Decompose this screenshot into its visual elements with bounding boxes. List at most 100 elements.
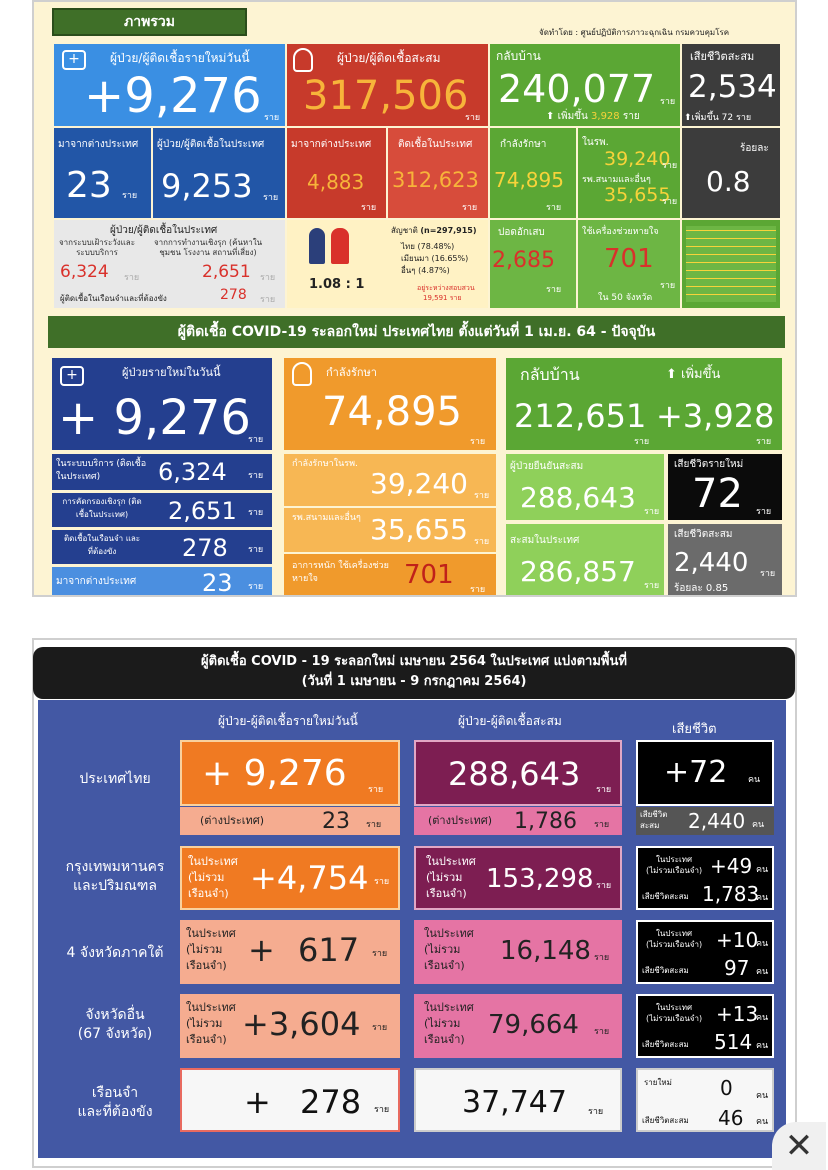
col-header-death: เสียชีวิต (672, 722, 717, 737)
mid-treat-value: 74,895 (322, 389, 462, 435)
field-hospital-label: รพ.สนามและอื่นๆ (582, 175, 651, 185)
cumulative-label: ผู้ป่วย/ผู้ติดเชื้อสะสม (337, 51, 441, 65)
unit: คน (748, 775, 761, 785)
regional-title-line1: ผู้ติดเชื้อ COVID - 19 ระลอกใหม่ เมษายน … (201, 654, 627, 669)
prison-new-box: + 278 ราย (180, 1068, 400, 1132)
nationality-myanmar: เมียนมา (16.65%) (401, 254, 469, 263)
local-excl-label: ในประเทศ (ไม่รวม เรือนจำ) (186, 1001, 236, 1046)
other-death-box: ในประเทศ (ไม่รวมเรือนจำ) +13 คน เสียชีวิต… (636, 994, 774, 1058)
mid-prison-label: ติดเชื้อในเรือนจำ และที่ต้องขัง (63, 534, 141, 556)
unit: ราย (263, 193, 279, 203)
unit: ราย (756, 437, 772, 447)
local-excl-short: ในประเทศ (ไม่รวมเรือนจำ) (646, 929, 703, 949)
unit: ราย (662, 161, 678, 171)
imported-cum-label: มาจากต่างประเทศ (291, 139, 372, 150)
gender-ratio: 1.08 : 1 (309, 277, 365, 292)
prison-label: ผู้ติดเชื้อในเรือนจำและที่ต้องขัง (60, 294, 167, 303)
province-list-card (682, 220, 780, 308)
bkk-cumdeath-value: 1,783 (702, 882, 760, 906)
mid-hosp-label: กำลังรักษาในรพ. (292, 459, 358, 469)
south-cum-box: ในประเทศ (ไม่รวม เรือนจำ) 16,148 ราย (414, 920, 622, 984)
section-label: ภาพรวม (52, 8, 247, 36)
prison-death-value: 0 (720, 1076, 733, 1100)
cumdeath-label: เสียชีวิตสะสม (642, 892, 689, 901)
local-excl-short: ในประเทศ (ไม่รวมเรือนจำ) (646, 855, 703, 875)
cumdeath-short-label: เสียชีวิต สะสม (640, 810, 668, 830)
unit: ราย (372, 949, 388, 959)
person-icon (292, 362, 312, 386)
unit: ราย (368, 785, 384, 795)
imported-cum-card: มาจากต่างประเทศ 4,883 ราย (287, 128, 386, 218)
close-button[interactable]: ✕ (772, 1122, 826, 1170)
unit: ราย (660, 281, 676, 291)
nationality-other: อื่นๆ (4.87%) (401, 266, 450, 275)
thailand-new-box: + 9,276 ราย (180, 740, 400, 806)
treating-card: กำลังรักษา 74,895 ราย (490, 128, 576, 218)
mid-field-card: รพ.สนามและอื่นๆ 35,655 ราย (284, 508, 496, 552)
mid-cumdeath-card: เสียชีวิตสะสม 2,440 ราย ร้อยละ 0.85 (668, 524, 782, 595)
close-icon[interactable]: ✕ (784, 1126, 814, 1166)
unit: ราย (474, 491, 490, 501)
thailand-new-value: + 9,276 (202, 753, 347, 794)
thailand-abroad-new-value: 23 (322, 809, 350, 834)
pending-value: 19,591 ราย (423, 294, 462, 302)
unit: คน (756, 1041, 769, 1051)
mid-treat-card: กำลังรักษา 74,895 ราย (284, 358, 496, 450)
local-new-card: ผู้ป่วย/ผู้ติดเชื้อในประเทศ 9,253 ราย (153, 128, 285, 218)
unit: ราย (596, 785, 612, 795)
unit: ราย (372, 1023, 388, 1033)
mid-cumdeath-value: 2,440 (674, 548, 749, 578)
south-cumdeath-value: 97 (724, 956, 750, 980)
cumdeath-label: เสียชีวิตสะสม (642, 1040, 689, 1049)
prison-new-value: 278 (300, 1083, 362, 1121)
ventilator-provinces: ใน 50 จังหวัด (598, 293, 653, 303)
recovered-card: กลับบ้าน 240,077 ราย ⬆ เพิ่มขึ้น 3,928 ร… (490, 44, 680, 126)
credit-text: จัดทำโดย : ศูนย์ปฏิบัติการภาวะฉุกเฉิน กร… (539, 28, 730, 37)
unit: ราย (756, 507, 772, 517)
regional-title: ผู้ติดเชื้อ COVID - 19 ระลอกใหม่ เมษายน … (33, 647, 795, 699)
arrow-up-icon: ⬆ (666, 367, 682, 382)
unit: ราย (644, 581, 660, 591)
plus-sign: + (244, 1083, 271, 1121)
unit: ราย (260, 295, 276, 305)
fatality-label: ร้อยละ (740, 143, 769, 154)
thailand-death-box: +72 คน (636, 740, 774, 806)
new-cases-label: ผู้ป่วย/ผู้ติดเชื้อรายใหม่วันนี้ (110, 51, 250, 65)
mid-localcum-card: สะสมในประเทศ 286,857 ราย (506, 524, 664, 595)
mid-confirmed-card: ผู้ป่วยยืนยันสะสม 288,643 ราย (506, 454, 664, 520)
unit: ราย (594, 953, 610, 963)
unit: คน (756, 893, 769, 903)
mid-banner: ผู้ติดเชื้อ COVID-19 ระลอกใหม่ ประเทศไทย… (48, 316, 785, 348)
row-label-south: 4 จังหวัดภาคใต้ (66, 945, 164, 961)
cumdeath-label: เสียชีวิตสะสม (642, 966, 689, 975)
thailand-cum-box: 288,643 ราย (414, 740, 622, 806)
treating-value: 74,895 (494, 168, 564, 192)
hospital-card: ในรพ. 39,240 ราย รพ.สนามและอื่นๆ 35,655 … (578, 128, 680, 218)
mid-prison-value: 278 (182, 534, 228, 562)
unit: ราย (660, 97, 676, 107)
recovered-increase: ⬆ เพิ่มขึ้น 3,928 ราย (546, 111, 640, 122)
unit: ราย (374, 1105, 390, 1115)
mid-confirmed-value: 288,643 (520, 481, 636, 514)
local-new-label: ผู้ป่วย/ผู้ติดเชื้อในประเทศ (157, 139, 265, 150)
row-label-prison: เรือนจำ และที่ต้องขัง (77, 1085, 153, 1120)
prison-cumdeath-value: 46 (718, 1106, 744, 1130)
prison-cum-box: 37,747 ราย (414, 1068, 622, 1132)
thailand-death-value: +72 (664, 755, 728, 790)
imported-cum-value: 4,883 (307, 170, 365, 194)
unit: ราย (366, 820, 382, 830)
local-excl-label: ในประเทศ (ไม่รวม เรือนจำ) (424, 927, 474, 972)
unit: ราย (248, 471, 264, 481)
unit: ราย (588, 1107, 604, 1117)
treating-label: กำลังรักษา (500, 139, 547, 150)
mid-newdeath-label: เสียชีวิตรายใหม่ (674, 459, 744, 470)
bkk-cum-box: ในประเทศ (ไม่รวม เรือนจำ) 153,298 ราย (414, 846, 622, 910)
cumdeath-label: เสียชีวิตสะสม (642, 1116, 689, 1125)
nationality-header: สัญชาติ (n=297,915) (391, 226, 477, 235)
field-hospital-value: 35,655 (604, 184, 671, 206)
plus-sign: + (248, 931, 275, 969)
unit: ราย (122, 191, 138, 201)
row-label-thailand: ประเทศไทย (79, 771, 151, 787)
mid-rec-label: กลับบ้าน (520, 365, 580, 384)
mid-newdeath-card: เสียชีวิตรายใหม่ 72 ราย (668, 454, 782, 520)
